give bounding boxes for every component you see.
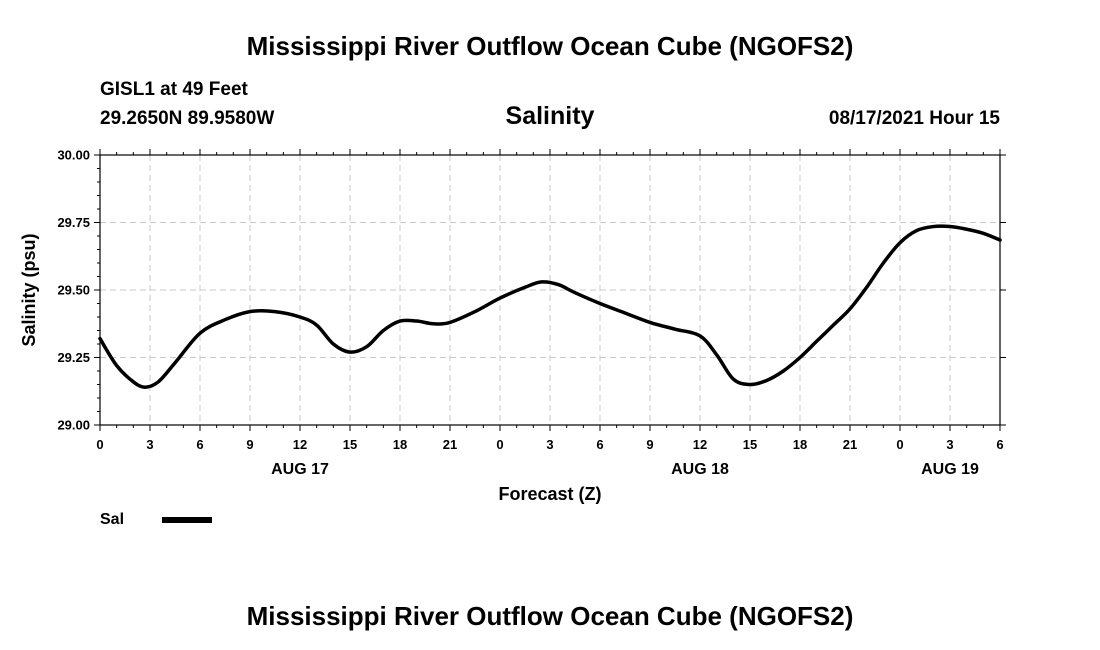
y-tick-labels: 29.00 29.25 29.50 29.75 30.00: [57, 148, 90, 433]
day-labels: AUG 17 AUG 18 AUG 19: [271, 461, 979, 478]
x-tick-label: 15: [743, 437, 757, 452]
y-tick-label: 30.00: [57, 148, 90, 163]
y-tick-label: 29.25: [57, 350, 90, 365]
x-tick-label: 21: [443, 437, 457, 452]
x-tick-label: 0: [496, 437, 503, 452]
variable-label: Salinity: [506, 102, 595, 130]
y-tick-label: 29.50: [57, 283, 90, 298]
x-tick-label: 6: [596, 437, 603, 452]
forecast-time-label: 08/17/2021 Hour 15: [829, 108, 1001, 129]
station-label: GISL1 at 49 Feet: [100, 79, 249, 100]
x-tick-label: 15: [343, 437, 357, 452]
x-tick-label: 12: [293, 437, 307, 452]
x-tick-label: 0: [96, 437, 103, 452]
x-axis-label: Forecast (Z): [498, 484, 601, 504]
day-label: AUG 17: [271, 461, 329, 478]
location-label: 29.2650N 89.9580W: [100, 108, 274, 129]
x-tick-label: 6: [996, 437, 1003, 452]
footer-title: Mississippi River Outflow Ocean Cube (NG…: [247, 601, 854, 631]
x-tick-label: 6: [196, 437, 203, 452]
x-tick-labels: 0 3 6 9 12 15 18 21 0 3 6 9 12 15 18 21 0 3 6: [96, 437, 1003, 452]
x-tick-label: 18: [793, 437, 807, 452]
x-tick-label: 21: [843, 437, 857, 452]
series-line-sal: [98, 224, 1002, 389]
y-tick-label: 29.00: [57, 418, 90, 433]
chart-title: Mississippi River Outflow Ocean Cube (NG…: [247, 31, 854, 61]
legend-label-sal: Sal: [100, 511, 124, 528]
grid-lines: [100, 155, 1000, 425]
plot-frame: [99, 154, 1001, 426]
day-label: AUG 19: [921, 461, 979, 478]
y-axis-label: Salinity (psu): [19, 233, 39, 346]
series-layer: [98, 224, 1002, 389]
x-tick-label: 3: [546, 437, 553, 452]
x-tick-label: 0: [896, 437, 903, 452]
x-tick-label: 9: [246, 437, 253, 452]
x-tick-label: 9: [646, 437, 653, 452]
y-tick-label: 29.75: [57, 215, 90, 230]
x-tick-label: 3: [946, 437, 953, 452]
x-tick-label: 3: [146, 437, 153, 452]
day-label: AUG 18: [671, 461, 729, 478]
x-tick-label: 18: [393, 437, 407, 452]
x-tick-label: 12: [693, 437, 707, 452]
